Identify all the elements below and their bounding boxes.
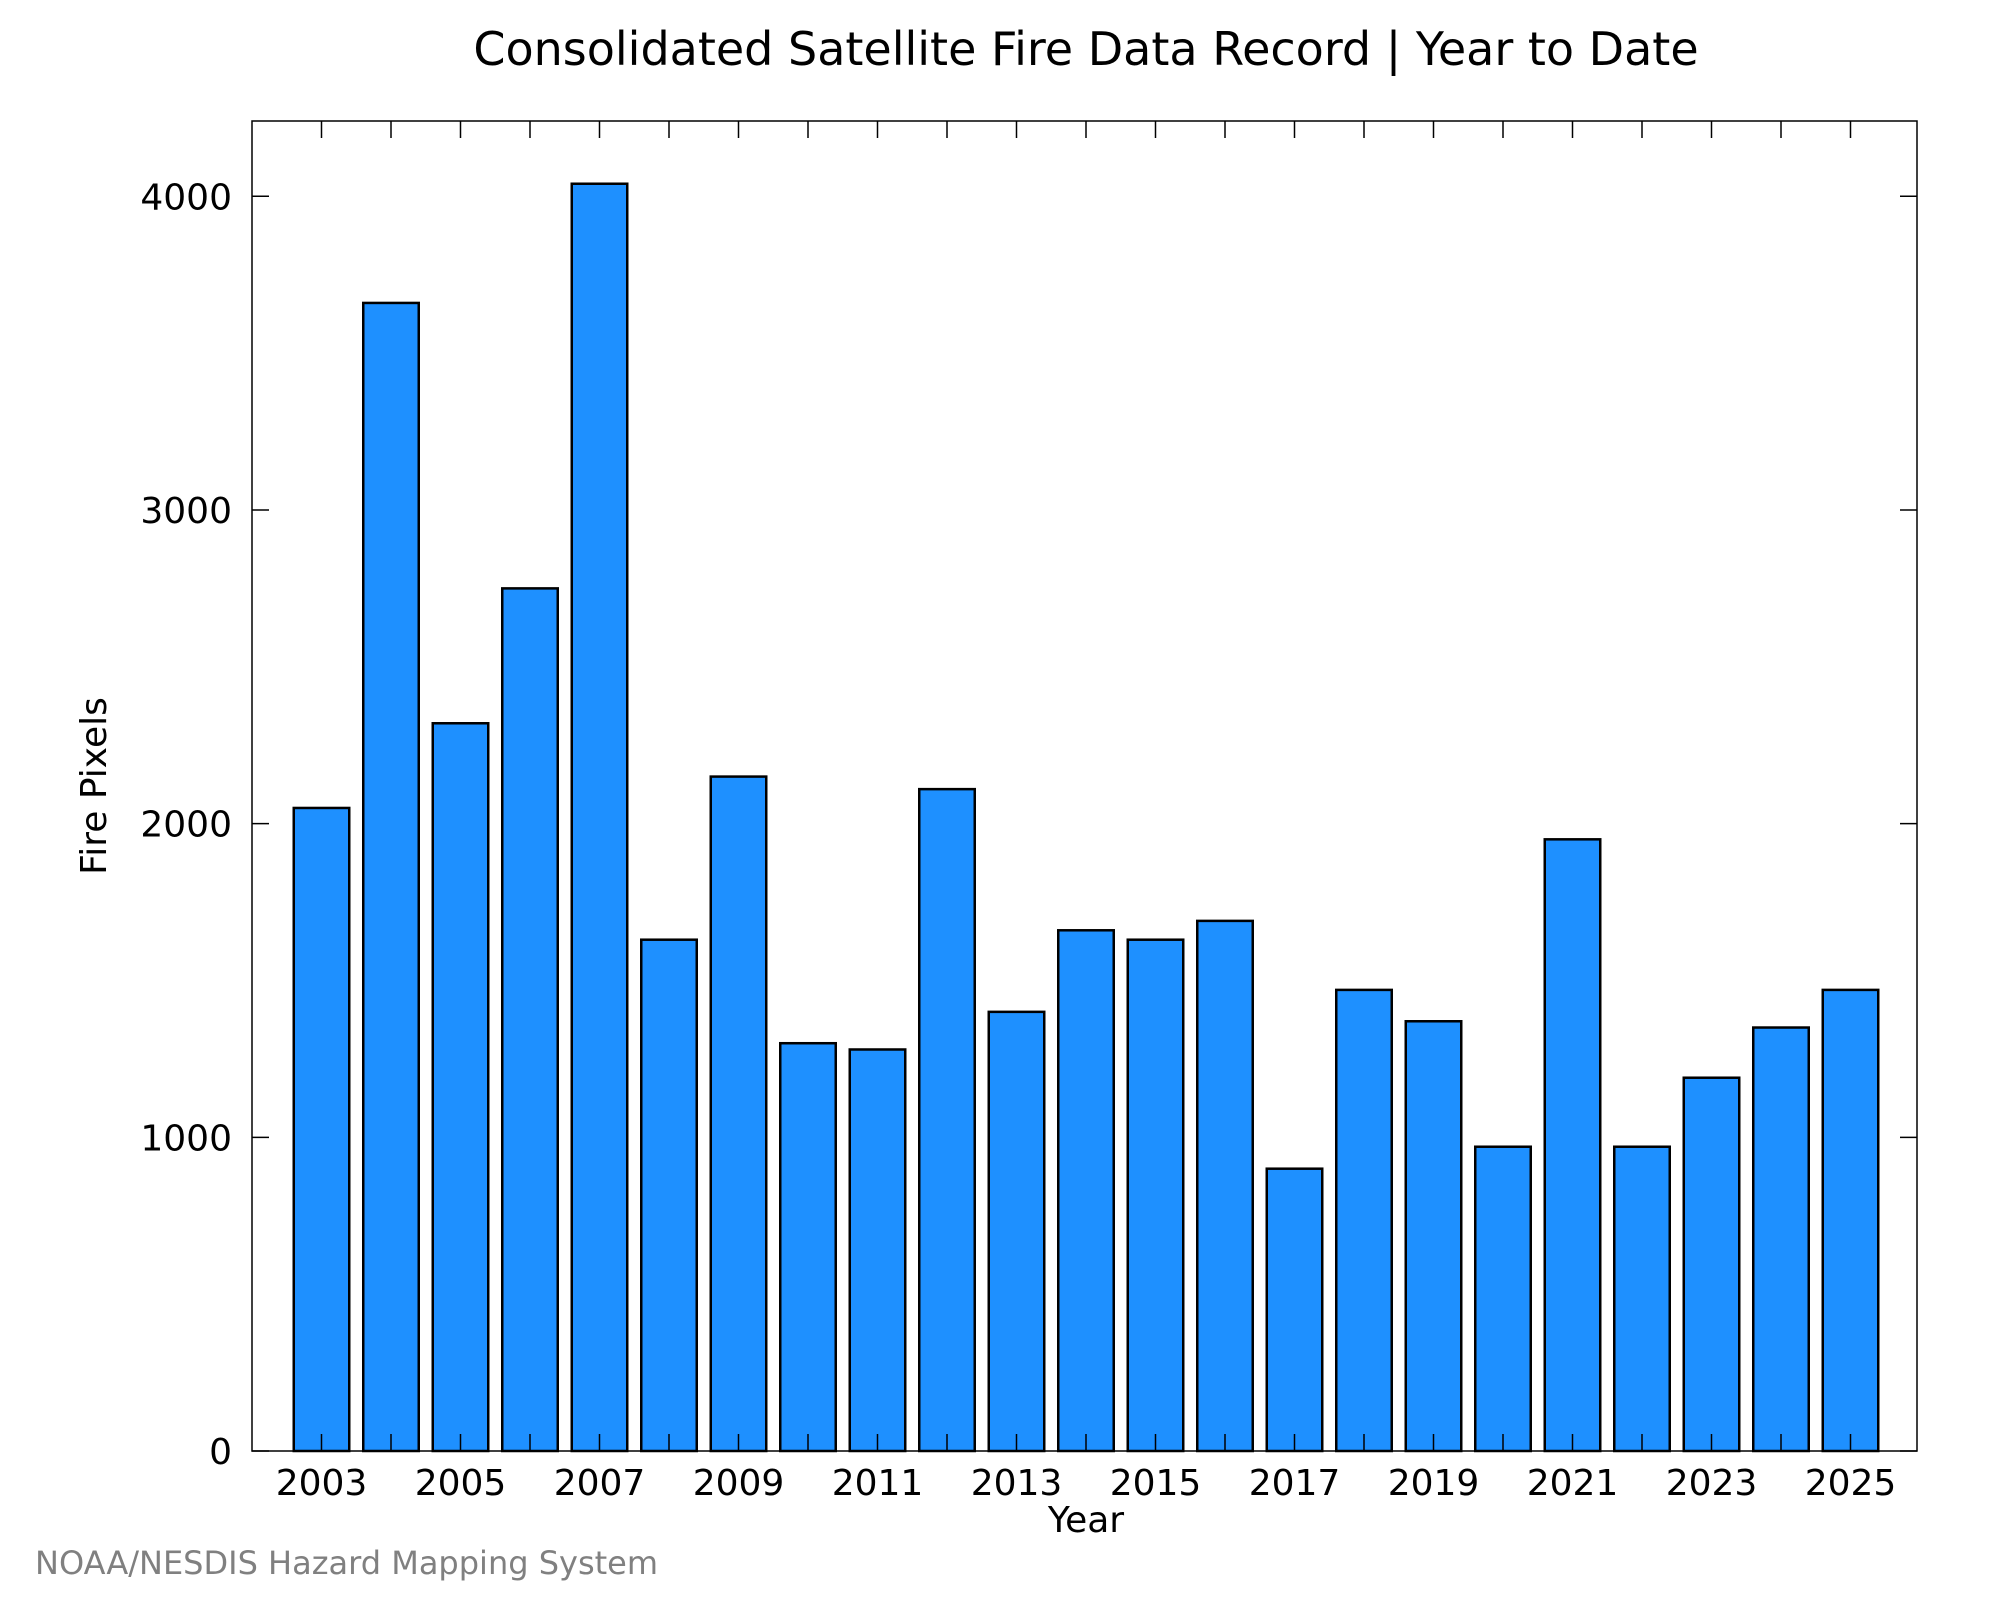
bar-2008 (640, 938, 698, 1453)
x-tick-label: 2013 (971, 1463, 1063, 1504)
plot-area (251, 120, 1918, 1453)
x-axis-label: Year (1047, 1500, 1124, 1541)
x-tick-label: 2009 (693, 1463, 785, 1504)
bar-2021 (1543, 838, 1602, 1453)
x-tick-label: 2015 (1110, 1463, 1202, 1504)
x-tick-label: 2003 (276, 1463, 368, 1504)
bar-2017 (1265, 1167, 1324, 1453)
bar-2010 (779, 1041, 837, 1453)
x-tick-label: 2019 (1388, 1463, 1480, 1504)
x-tick-label: 2021 (1527, 1463, 1619, 1504)
bar-2005 (431, 722, 490, 1453)
bar-2016 (1196, 919, 1254, 1453)
bar-2007 (570, 182, 629, 1453)
bar-2006 (501, 587, 559, 1453)
x-tick-label: 2017 (1249, 1463, 1341, 1504)
bar-2004 (362, 301, 420, 1453)
bar-2023 (1682, 1076, 1741, 1453)
bar-2024 (1752, 1026, 1810, 1453)
y-tick-label: 0 (209, 1432, 232, 1473)
x-tick-label: 2025 (1805, 1463, 1897, 1504)
y-axis-label: Fire Pixels (74, 697, 115, 875)
bar-2022 (1613, 1145, 1671, 1453)
bar-2015 (1126, 938, 1185, 1453)
credit-label: NOAA/NESDIS Hazard Mapping System (35, 1544, 658, 1582)
x-tick-labels: 2003 2005 2007 2009 2011 2013 2015 2017 2019 2021… (276, 1463, 1897, 1504)
bar-2013 (987, 1010, 1046, 1453)
x-tick-label: 2023 (1666, 1463, 1758, 1504)
y-tick-label: 3000 (140, 491, 232, 532)
bars-layer (292, 182, 1880, 1453)
ticks-layer (252, 121, 1917, 1452)
bar-2020 (1474, 1145, 1532, 1453)
x-tick-label: 2007 (554, 1463, 646, 1504)
bar-2011 (848, 1048, 907, 1453)
y-tick-label: 1000 (140, 1118, 232, 1159)
y-tick-labels: 0 1000 2000 3000 4000 (140, 177, 232, 1473)
x-tick-label: 2005 (415, 1463, 507, 1504)
bar-2018 (1335, 988, 1393, 1453)
y-tick-label: 4000 (140, 177, 232, 218)
bar-2003 (292, 806, 351, 1453)
bar-2012 (918, 787, 976, 1453)
bar-2014 (1057, 929, 1115, 1453)
bar-2025 (1821, 988, 1880, 1453)
x-tick-label: 2011 (832, 1463, 924, 1504)
y-tick-label: 2000 (140, 805, 232, 846)
bar-2019 (1404, 1020, 1463, 1453)
chart-title: Consolidated Satellite Fire Data Record … (473, 22, 1698, 77)
bar-2009 (709, 775, 768, 1453)
